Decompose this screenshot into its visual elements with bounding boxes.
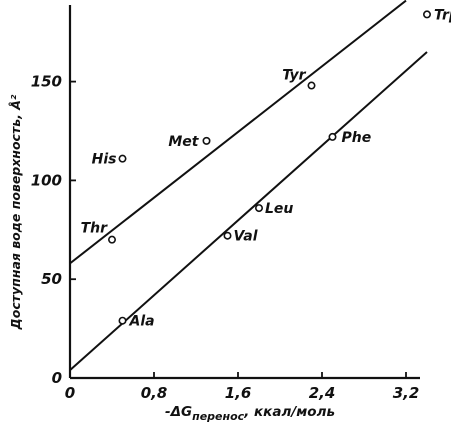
point-label: Leu [265, 201, 293, 217]
point-label: Val [234, 229, 258, 245]
point-label: Ala [129, 314, 155, 330]
y-axis-title-text: Доступная воде поверхность, Å² [8, 94, 23, 330]
x-tick-label: 2,4 [309, 384, 336, 402]
x-tick-label: 3,2 [393, 384, 420, 402]
data-point [108, 235, 117, 244]
fit-line [69, 0, 407, 265]
data-point [118, 316, 127, 325]
point-label: Thr [81, 221, 109, 237]
point-label: Met [168, 134, 199, 150]
point-label: Phe [342, 130, 372, 146]
point-label: His [92, 152, 117, 168]
y-tick-label: 100 [31, 171, 62, 189]
data-point [255, 204, 264, 213]
data-point [202, 136, 211, 145]
x-axis-title-suffix: , ккал/моль [243, 404, 335, 420]
x-axis-title-prefix: -ΔG [165, 404, 192, 420]
fit-line [69, 51, 428, 371]
y-tick-label: 0 [52, 369, 62, 387]
data-point [422, 10, 431, 19]
y-tick-label: 50 [41, 270, 62, 288]
x-axis-title-subscript: перенос [192, 410, 245, 423]
x-tick-label: 1,6 [225, 384, 252, 402]
y-tick-label: 150 [31, 73, 62, 91]
data-point [307, 81, 316, 90]
x-tick-label: 0 [65, 384, 75, 402]
y-axis-title: Доступная воде поверхность, Å² [8, 94, 23, 330]
point-label: Trp [434, 7, 451, 23]
x-axis-title: -ΔGперенос, ккал/моль [165, 404, 335, 423]
data-point [223, 231, 232, 240]
data-point [328, 132, 337, 141]
point-label: Tyr [282, 68, 306, 84]
x-tick-label: 0,8 [141, 384, 168, 402]
data-point [118, 154, 127, 163]
